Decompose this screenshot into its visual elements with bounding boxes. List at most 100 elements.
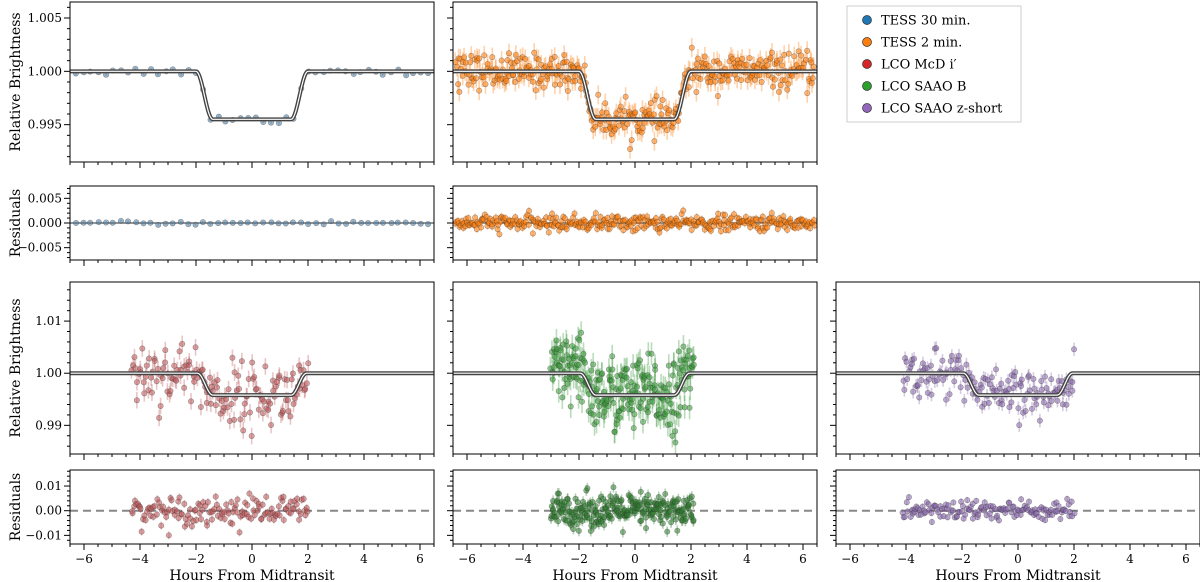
- data-point: [690, 517, 697, 524]
- y-tick-label: −0.01: [25, 528, 62, 542]
- data-point: [1016, 422, 1023, 429]
- data-point: [559, 394, 566, 401]
- data-point: [905, 494, 912, 501]
- data-point: [526, 207, 533, 214]
- data-point: [276, 372, 283, 379]
- data-point: [73, 219, 80, 226]
- data-point: [680, 367, 687, 374]
- data-point: [268, 219, 275, 226]
- data-point: [903, 358, 910, 365]
- data-point: [204, 522, 211, 529]
- data-point: [681, 386, 688, 393]
- data-point: [605, 403, 612, 410]
- data-point: [263, 493, 270, 500]
- plot-area: [453, 321, 817, 454]
- legend-entry-label: LCO McD i′: [881, 58, 957, 73]
- data-point: [305, 221, 312, 228]
- data-point: [1029, 405, 1036, 412]
- data-point: [234, 496, 241, 503]
- data-point: [476, 55, 483, 62]
- data-point: [192, 221, 199, 228]
- data-point: [1041, 373, 1048, 380]
- data-point: [564, 380, 571, 387]
- legend-marker: [862, 103, 872, 113]
- data-point: [138, 528, 145, 535]
- x-tick-label: 0: [248, 552, 256, 566]
- data-point: [606, 225, 613, 232]
- data-point: [302, 385, 309, 392]
- data-point: [571, 210, 578, 217]
- data-point: [901, 513, 908, 520]
- data-point: [675, 412, 682, 419]
- data-point: [276, 512, 283, 519]
- data-point: [139, 345, 146, 352]
- data-point: [934, 377, 941, 384]
- plot-area: [70, 489, 434, 540]
- data-point: [1057, 515, 1064, 522]
- data-point: [656, 407, 663, 414]
- data-point: [785, 50, 792, 57]
- data-point: [225, 386, 232, 393]
- data-point: [964, 384, 971, 391]
- data-point: [993, 366, 1000, 373]
- data-point: [402, 219, 409, 226]
- data-point: [693, 88, 700, 95]
- data-point: [779, 62, 786, 69]
- data-point: [652, 366, 659, 373]
- data-point: [617, 103, 624, 110]
- data-point: [665, 362, 672, 369]
- data-point: [578, 398, 585, 405]
- data-point: [285, 503, 292, 510]
- data-point: [335, 220, 342, 227]
- data-point: [512, 78, 519, 85]
- data-point: [1065, 390, 1072, 397]
- data-point: [810, 217, 817, 224]
- data-point: [919, 360, 926, 367]
- data-point: [925, 501, 932, 508]
- axes-frame: [835, 281, 1200, 455]
- data-point: [199, 506, 206, 513]
- data-point: [1008, 399, 1015, 406]
- data-point: [482, 81, 489, 88]
- data-point: [350, 218, 357, 225]
- data-point: [608, 515, 615, 522]
- data-point: [498, 57, 505, 64]
- data-point: [298, 219, 305, 226]
- data-point: [141, 390, 148, 397]
- data-point: [296, 516, 303, 523]
- data-point: [615, 122, 622, 129]
- data-point: [476, 87, 483, 94]
- data-point: [176, 494, 183, 501]
- data-point: [694, 55, 701, 62]
- panel-saao-b-flux: [447, 281, 818, 460]
- data-point: [191, 378, 198, 385]
- data-point: [632, 109, 639, 116]
- data-point: [1025, 372, 1032, 379]
- data-points: [899, 493, 1078, 526]
- data-point: [597, 213, 604, 220]
- data-point: [687, 385, 694, 392]
- data-point: [260, 219, 267, 226]
- data-point: [229, 219, 236, 226]
- data-point: [572, 353, 579, 360]
- panel-saao-b-resid: −6 −4 −2 0 2 4 6 Hours From Midtransit: [447, 469, 818, 582]
- data-point: [373, 219, 380, 226]
- data-point: [619, 529, 626, 536]
- data-point: [725, 77, 732, 84]
- data-point: [999, 401, 1006, 408]
- data-point: [1054, 397, 1061, 404]
- data-point: [667, 400, 674, 407]
- data-point: [473, 75, 480, 82]
- data-point: [262, 363, 269, 370]
- data-point: [904, 376, 911, 383]
- data-point: [956, 352, 963, 359]
- data-point: [675, 496, 682, 503]
- data-point: [714, 93, 721, 100]
- data-point: [584, 485, 591, 492]
- data-point: [246, 490, 253, 497]
- data-point: [214, 377, 221, 384]
- data-point: [131, 354, 138, 361]
- legend: TESS 30 min. TESS 2 min. LCO McD i′ LCO SAA…: [846, 5, 1022, 123]
- data-point: [998, 380, 1005, 387]
